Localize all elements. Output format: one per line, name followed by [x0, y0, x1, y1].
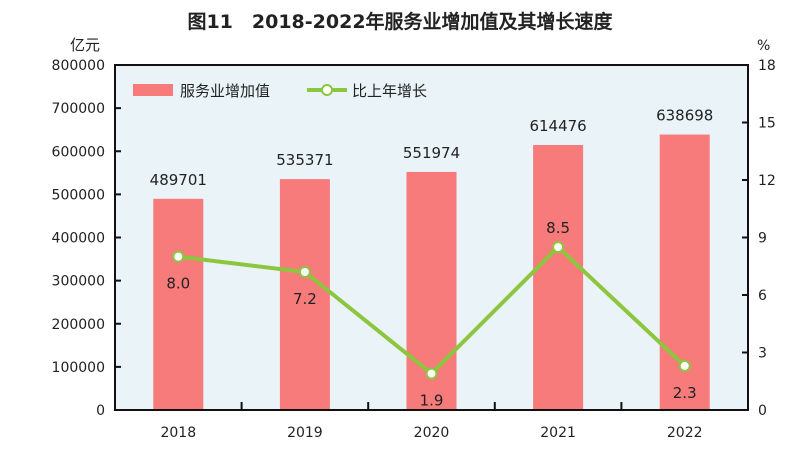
legend-bar-label: 服务业增加值: [180, 82, 270, 100]
left-tick-label: 800000: [52, 58, 105, 74]
bar-2021: [533, 145, 584, 411]
growth-value-label: 8.0: [166, 275, 190, 293]
left-tick-label: 300000: [52, 274, 105, 290]
right-tick-label: 18: [758, 58, 776, 74]
x-tick-label: 2018: [160, 425, 196, 441]
right-tick-label: 12: [758, 173, 776, 189]
bar-2018: [153, 198, 204, 410]
left-tick-label: 600000: [52, 144, 105, 160]
growth-point-2021: [552, 241, 565, 254]
right-tick-label: 6: [758, 288, 767, 304]
growth-point-2022: [678, 359, 691, 372]
left-tick-label: 500000: [52, 187, 105, 203]
left-tick-label: 0: [96, 403, 105, 419]
left-tick-label: 200000: [52, 317, 105, 333]
legend-line-marker: [321, 84, 333, 96]
right-tick-label: 15: [758, 116, 776, 132]
x-tick-label: 2020: [414, 425, 450, 441]
x-tick-label: 2019: [287, 425, 323, 441]
bar-value-label: 638698: [656, 107, 713, 125]
chart-title: 图11 2018-2022年服务业增加值及其增长速度: [187, 10, 613, 33]
right-axis-unit: %: [757, 38, 770, 54]
left-axis-unit: 亿元: [70, 36, 100, 54]
legend-line-label: 比上年增长: [352, 82, 427, 100]
bar-value-label: 614476: [529, 117, 586, 135]
growth-value-label: 2.3: [673, 384, 697, 402]
growth-value-label: 7.2: [293, 290, 317, 308]
legend: 服务业增加值 比上年增长: [133, 82, 427, 100]
x-tick-label: 2022: [667, 425, 703, 441]
legend-bar-swatch: [133, 84, 173, 96]
bar-value-label: 551974: [403, 144, 460, 162]
bar-value-label: 489701: [150, 171, 207, 189]
growth-point-2020: [425, 367, 438, 380]
growth-point-2019: [298, 266, 311, 278]
growth-value-label: 8.5: [546, 219, 570, 237]
right-tick-label: 3: [758, 346, 767, 362]
growth-value-label: 1.9: [420, 392, 444, 410]
x-tick-label: 2021: [540, 425, 576, 441]
right-tick-label: 0: [758, 403, 767, 419]
left-tick-label: 100000: [52, 360, 105, 376]
bar-value-label: 535371: [276, 151, 333, 169]
bar-2019: [279, 179, 330, 410]
left-tick-label: 400000: [52, 231, 105, 247]
left-tick-label: 700000: [52, 101, 105, 117]
growth-point-2018: [172, 250, 185, 263]
right-tick-label: 9: [758, 231, 767, 247]
